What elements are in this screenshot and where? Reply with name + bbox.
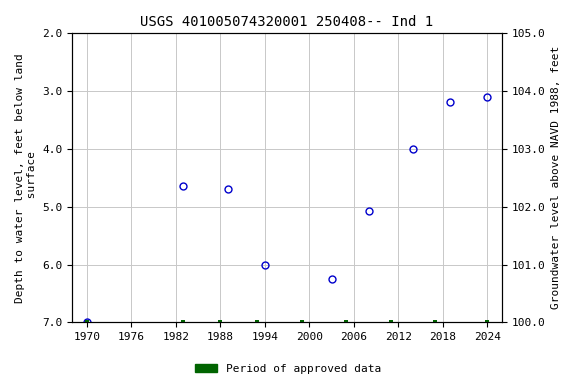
- Y-axis label: Depth to water level, feet below land
 surface: Depth to water level, feet below land su…: [15, 53, 37, 303]
- Legend: Period of approved data: Period of approved data: [191, 359, 385, 379]
- Y-axis label: Groundwater level above NAVD 1988, feet: Groundwater level above NAVD 1988, feet: [551, 46, 561, 309]
- Title: USGS 401005074320001 250408-- Ind 1: USGS 401005074320001 250408-- Ind 1: [141, 15, 434, 29]
